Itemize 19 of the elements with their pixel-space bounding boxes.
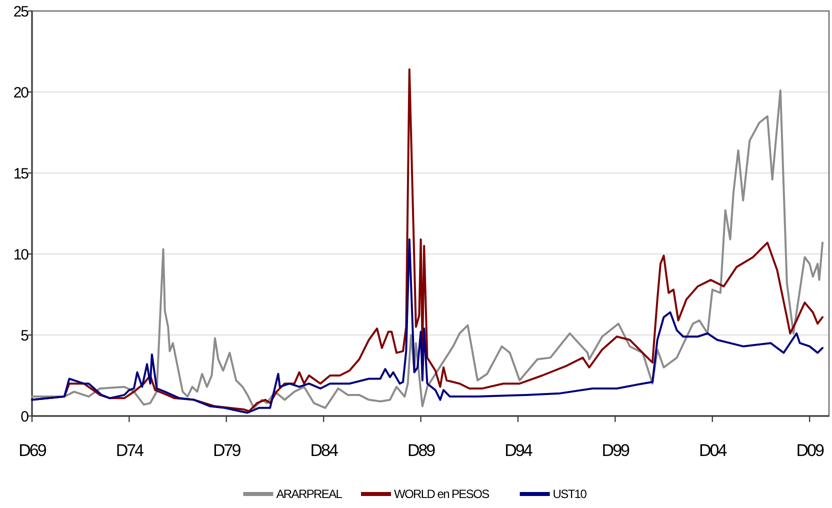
x-tick-label: D99 (602, 441, 630, 460)
legend-label: WORLD en PESOS (394, 487, 490, 502)
y-tick-label: 5 (20, 327, 29, 344)
y-tick-label: 0 (20, 408, 29, 426)
x-tick-label: D09 (796, 441, 824, 460)
y-tick-label: 20 (13, 84, 29, 102)
line-series (31, 238, 824, 414)
x-tick-label: D74 (116, 441, 144, 460)
y-tick-label: 10 (13, 246, 29, 264)
legend-label: UST10 (552, 487, 588, 502)
x-tick-label: D89 (407, 441, 436, 460)
x-tick-label: D84 (310, 441, 338, 460)
y-tick-label: 15 (13, 165, 29, 182)
x-tick-label: D94 (504, 441, 532, 460)
y-tick-label: 25 (13, 3, 29, 20)
legend-label: ARARPREAL (276, 487, 343, 502)
x-tick-label: D04 (699, 441, 727, 460)
x-tick-label: D69 (18, 441, 46, 460)
x-tick-label: D79 (213, 441, 241, 460)
